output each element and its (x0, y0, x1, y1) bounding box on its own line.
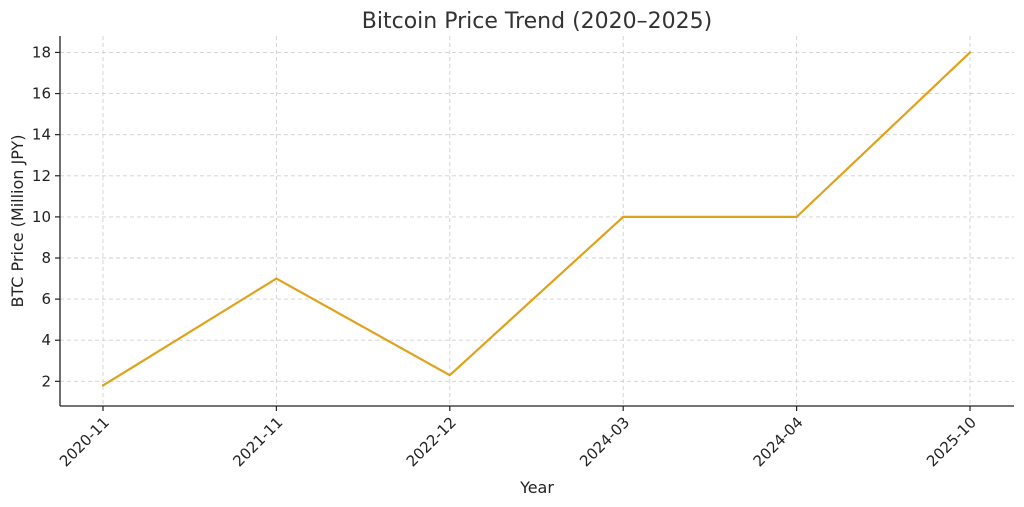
grid (60, 36, 1014, 406)
data-point (622, 215, 625, 218)
data-point (968, 51, 972, 54)
chart-title: Bitcoin Price Trend (2020–2025) (362, 9, 712, 34)
y-tick-label: 10 (32, 208, 51, 226)
x-tick-label: 2024-04 (750, 413, 807, 470)
x-tick-label: 2024-03 (576, 413, 633, 470)
y-tick-label: 8 (41, 249, 51, 267)
data-point (275, 277, 278, 280)
series-line (101, 51, 972, 387)
x-tick-label: 2022-12 (403, 413, 460, 470)
x-ticks: 2020-11 2021-11 2022-12 2024-03 2024-04 2025-… (56, 406, 980, 470)
x-tick-label: 2021-11 (229, 413, 286, 470)
data-point (448, 374, 451, 377)
x-tick-label: 2025-10 (923, 413, 980, 470)
y-tick-label: 12 (32, 167, 51, 185)
y-tick-label: 14 (32, 126, 51, 144)
y-tick-label: 18 (32, 43, 51, 61)
y-axis-label: BTC Price (Million JPY) (8, 134, 27, 307)
axes (59, 36, 1014, 407)
y-tick-label: 16 (32, 85, 51, 103)
data-point (101, 384, 105, 387)
y-tick-label: 6 (41, 290, 51, 308)
data-point (795, 215, 798, 218)
x-axis-label: Year (519, 478, 554, 497)
y-ticks: 2 4 6 8 10 12 14 16 18 (32, 43, 60, 390)
series (101, 51, 972, 387)
y-tick-label: 4 (41, 331, 51, 349)
y-tick-label: 2 (41, 372, 51, 390)
x-tick-label: 2020-11 (56, 413, 113, 470)
